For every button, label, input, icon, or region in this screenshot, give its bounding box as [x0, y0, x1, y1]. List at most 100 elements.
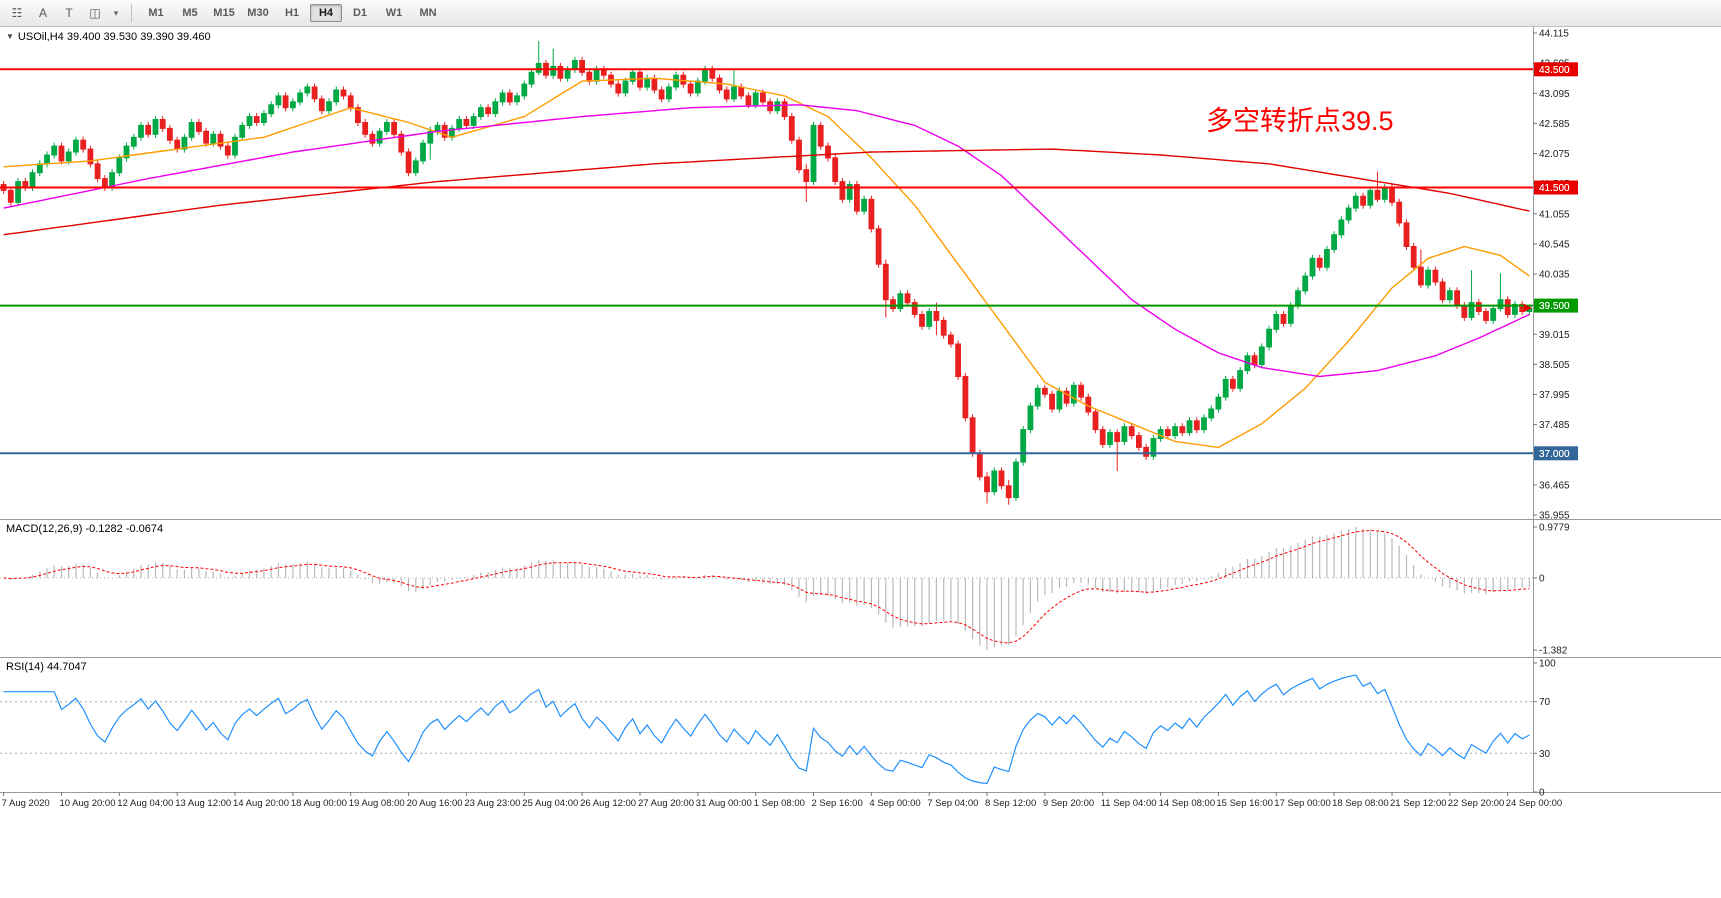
candle — [405, 151, 412, 174]
candle — [304, 86, 311, 94]
shapes-dropdown-icon[interactable]: ▾ — [109, 2, 123, 24]
macd-axis-label: 0 — [1539, 574, 1545, 585]
candle — [1179, 426, 1186, 434]
timeframe-button-m15[interactable]: M15 — [213, 7, 235, 19]
candle — [1034, 387, 1041, 407]
price-tick-label: 37.995 — [1539, 390, 1570, 401]
candle — [65, 151, 72, 162]
time-tick-label: 19 Aug 08:00 — [349, 798, 405, 809]
time-axis[interactable]: 7 Aug 2020 10 Aug 20:00 12 Aug 04:00 13 Aug… — [2, 792, 1563, 809]
candle — [1324, 249, 1330, 268]
candle — [1360, 195, 1366, 206]
svg-text:41.500: 41.500 — [1539, 183, 1570, 194]
timeframe-button-h1[interactable]: H1 — [284, 7, 300, 19]
candle — [1295, 290, 1301, 307]
candle — [825, 145, 831, 159]
candle — [1410, 246, 1417, 268]
text-tool-icon[interactable]: T — [57, 2, 81, 24]
shapes-tool-icon[interactable]: ◫ — [83, 2, 107, 24]
candle — [586, 71, 593, 82]
candle — [622, 80, 629, 94]
price-tick-label: 40.035 — [1539, 270, 1570, 281]
candle — [882, 263, 889, 301]
time-tick-label: 27 Aug 20:00 — [638, 798, 694, 809]
charts-list-icon[interactable]: ☷ — [5, 2, 29, 24]
candle — [579, 60, 586, 73]
candle — [275, 95, 282, 106]
candle — [1512, 303, 1518, 315]
candle — [1013, 461, 1019, 499]
candle — [1403, 222, 1410, 247]
candle — [637, 71, 643, 88]
timeframe-group: M1 M5 M15 M30 H1 H4 D1 W1 MN — [139, 4, 445, 22]
candle — [420, 142, 426, 162]
candle — [80, 139, 87, 150]
candle — [680, 74, 687, 85]
timeframe-button-d1[interactable]: D1 — [352, 7, 368, 19]
candle — [463, 119, 470, 126]
timeframe-button-m30[interactable]: M30 — [247, 7, 269, 19]
candle — [1309, 257, 1316, 277]
macd-axis-label: 0.9779 — [1539, 523, 1570, 534]
candle — [564, 68, 571, 79]
symbol-dropdown-icon[interactable]: ▼ — [6, 32, 14, 41]
timeframe-button-mn[interactable]: MN — [419, 7, 437, 19]
cursor-tool-glyph: A — [38, 6, 47, 20]
timeframe-button-h4[interactable]: H4 — [310, 4, 342, 22]
svg-text:37.000: 37.000 — [1539, 449, 1570, 460]
candle — [145, 124, 152, 135]
shapes-tool-glyph: ◫ — [89, 6, 101, 20]
price-tick-label: 42.075 — [1539, 149, 1570, 160]
candle — [694, 80, 701, 94]
candle — [196, 122, 202, 132]
candle — [702, 68, 708, 82]
time-tick-label: 31 Aug 00:00 — [696, 798, 752, 809]
candle — [1454, 290, 1460, 307]
timeframe-button-m1[interactable]: M1 — [148, 7, 164, 19]
candle — [15, 181, 21, 203]
chart-canvas[interactable]: 44.11543.60543.09542.58542.07541.56541.0… — [0, 27, 1721, 898]
candle — [651, 77, 658, 91]
symbol-ohlc-label[interactable]: ▼ USOil,H4 39.400 39.530 39.390 39.460 — [6, 31, 211, 43]
annotation-text[interactable]: 多空转折点39.5 — [1206, 106, 1394, 136]
rsi-indicator-label: RSI(14) 44.7047 — [6, 661, 87, 673]
charts-list-glyph: ☷ — [11, 6, 23, 20]
price-badge-41.500: 41.500 — [1534, 180, 1578, 195]
time-tick-label: 7 Aug 2020 — [2, 798, 50, 809]
candle — [1316, 257, 1323, 268]
dropdown-arrow-glyph: ▾ — [113, 7, 119, 18]
time-tick-label: 22 Sep 20:00 — [1448, 798, 1505, 809]
price-tick-label: 42.585 — [1539, 119, 1570, 130]
candle — [130, 136, 137, 147]
svg-text:37.000: 37.000 — [1539, 449, 1570, 460]
candle — [1367, 189, 1374, 206]
time-tick-label: 11 Sep 04:00 — [1101, 798, 1157, 809]
time-tick-label: 9 Sep 20:00 — [1043, 798, 1094, 809]
candle — [846, 184, 853, 200]
candle — [572, 60, 578, 70]
candle — [796, 139, 802, 171]
candle — [268, 104, 275, 115]
time-tick-label: 20 Aug 16:00 — [407, 798, 463, 809]
timeframe-button-w1[interactable]: W1 — [385, 7, 403, 19]
price-tick-label: 35.955 — [1539, 511, 1570, 522]
cursor-tool-icon[interactable]: A — [31, 2, 55, 24]
candle — [246, 116, 253, 126]
candle — [687, 83, 694, 94]
candle — [723, 89, 730, 100]
candle — [384, 122, 390, 132]
candle — [1266, 328, 1272, 348]
candle — [1027, 405, 1034, 431]
candlestick-series — [0, 41, 1533, 505]
candle — [1208, 408, 1215, 419]
candle — [333, 89, 340, 103]
price-badge-39.500: 39.500 — [1534, 298, 1578, 313]
candle — [1056, 390, 1063, 410]
candle — [282, 95, 289, 109]
timeframe-button-m5[interactable]: M5 — [182, 7, 198, 19]
candle — [261, 113, 267, 123]
toolbar-separator — [131, 4, 132, 22]
candle — [1381, 187, 1388, 200]
rsi-axis-label: 100 — [1539, 659, 1556, 670]
candle — [159, 119, 166, 129]
